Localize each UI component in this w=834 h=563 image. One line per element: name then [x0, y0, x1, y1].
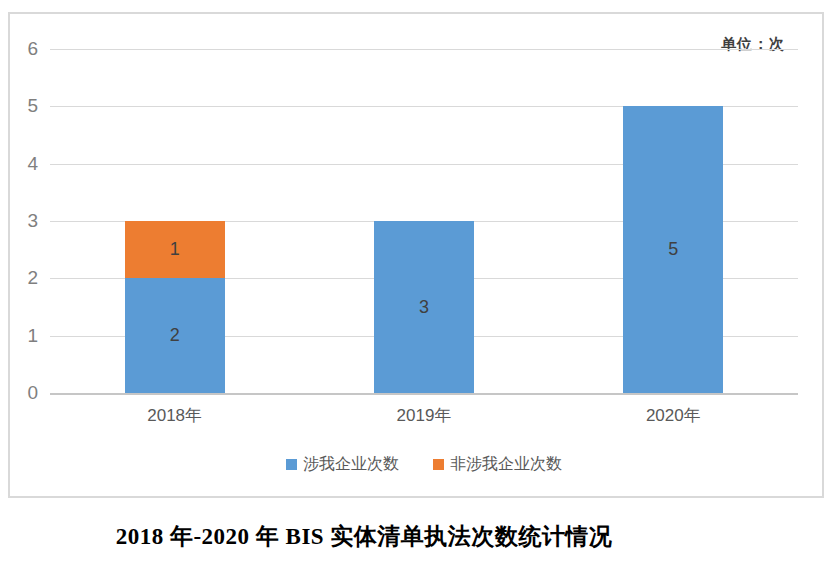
legend-label: 涉我企业次数 — [303, 454, 399, 475]
chart-title: 2018 年-2020 年 BIS 实体清单执法次数统计情况 — [0, 521, 728, 552]
legend-swatch — [286, 459, 297, 470]
x-category-label: 2020年 — [593, 404, 753, 427]
y-tick-label: 6 — [8, 38, 38, 60]
bar-data-label: 5 — [668, 239, 678, 260]
bar-data-label: 1 — [170, 239, 180, 260]
y-tick-label: 3 — [8, 210, 38, 232]
x-axis-line — [50, 393, 798, 395]
bar-segment: 2 — [125, 278, 225, 393]
x-category-label: 2019年 — [344, 404, 504, 427]
y-tick-label: 5 — [8, 95, 38, 117]
bar-data-label: 2 — [170, 325, 180, 346]
legend: 涉我企业次数 非涉我企业次数 — [50, 454, 798, 475]
legend-item: 非涉我企业次数 — [433, 454, 562, 475]
y-tick-label: 4 — [8, 152, 38, 174]
bar-data-label: 3 — [419, 297, 429, 318]
y-tick-label: 1 — [8, 324, 38, 346]
legend-item: 涉我企业次数 — [286, 454, 399, 475]
bar-segment: 3 — [374, 221, 474, 393]
gridline — [50, 49, 798, 50]
bar-segment: 5 — [623, 106, 723, 393]
bar-segment: 1 — [125, 221, 225, 278]
x-category-label: 2018年 — [95, 404, 255, 427]
legend-label: 非涉我企业次数 — [450, 454, 562, 475]
y-tick-label: 0 — [8, 382, 38, 404]
chart-page: 单位：次 2135 2018年2019年2020年 0123456 涉我企业次数… — [0, 0, 834, 563]
y-tick-label: 2 — [8, 267, 38, 289]
legend-swatch — [433, 459, 444, 470]
plot-area: 2135 2018年2019年2020年 — [50, 49, 798, 393]
